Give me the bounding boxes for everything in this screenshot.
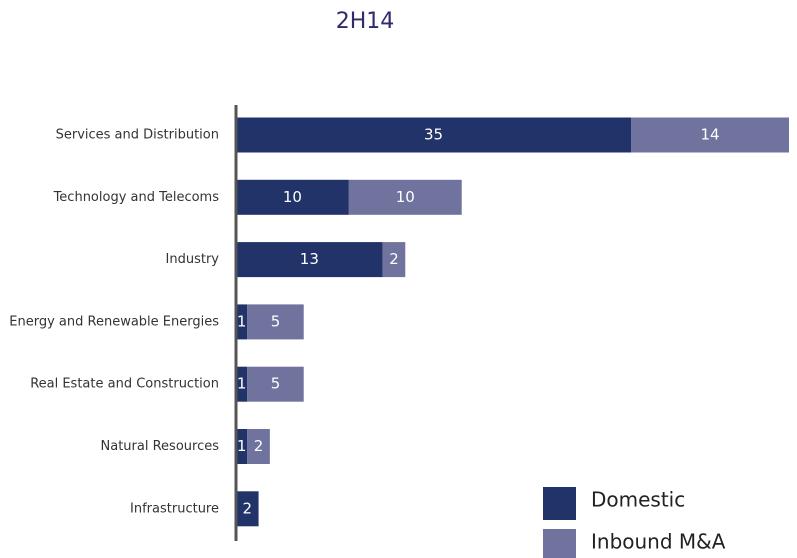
data-label: 10: [396, 188, 415, 206]
y-tick-label: Industry: [166, 252, 220, 267]
data-label: 5: [271, 375, 281, 393]
bar: [236, 429, 248, 464]
data-label: 1: [237, 375, 247, 393]
legend-label: Inbound M&A: [591, 530, 726, 554]
data-label: 5: [271, 312, 281, 330]
data-label: 13: [300, 250, 319, 268]
legend-swatch: [543, 529, 576, 558]
data-label: 1: [237, 312, 247, 330]
y-tick-label: Infrastructure: [130, 501, 219, 516]
bar: [247, 366, 304, 402]
data-label: 2: [389, 250, 399, 268]
bar: [247, 429, 270, 464]
data-label: 1: [237, 437, 247, 455]
data-label: 2: [254, 437, 264, 455]
bar: [236, 179, 349, 215]
data-label: 35: [424, 126, 443, 144]
legend-label: Domestic: [591, 488, 685, 512]
bar: [236, 242, 383, 278]
y-tick-label: Services and Distribution: [56, 128, 219, 143]
bar: [631, 117, 789, 153]
bar: [382, 242, 406, 278]
data-label: 2: [243, 499, 253, 517]
bar: [236, 117, 631, 153]
bar: [247, 304, 304, 340]
bar: [236, 304, 248, 340]
chart-title: 2H14: [336, 9, 395, 34]
y-tick-label: Natural Resources: [101, 439, 220, 454]
bar: [348, 179, 462, 215]
legend-swatch: [543, 487, 576, 520]
bar: [236, 491, 259, 527]
data-label: 14: [700, 126, 719, 144]
y-tick-label: Real Estate and Construction: [30, 377, 219, 392]
y-tick-label: Technology and Telecoms: [53, 190, 220, 205]
y-tick-label: Energy and Renewable Energies: [9, 314, 219, 329]
bar: [236, 366, 248, 402]
data-label: 10: [283, 188, 302, 206]
